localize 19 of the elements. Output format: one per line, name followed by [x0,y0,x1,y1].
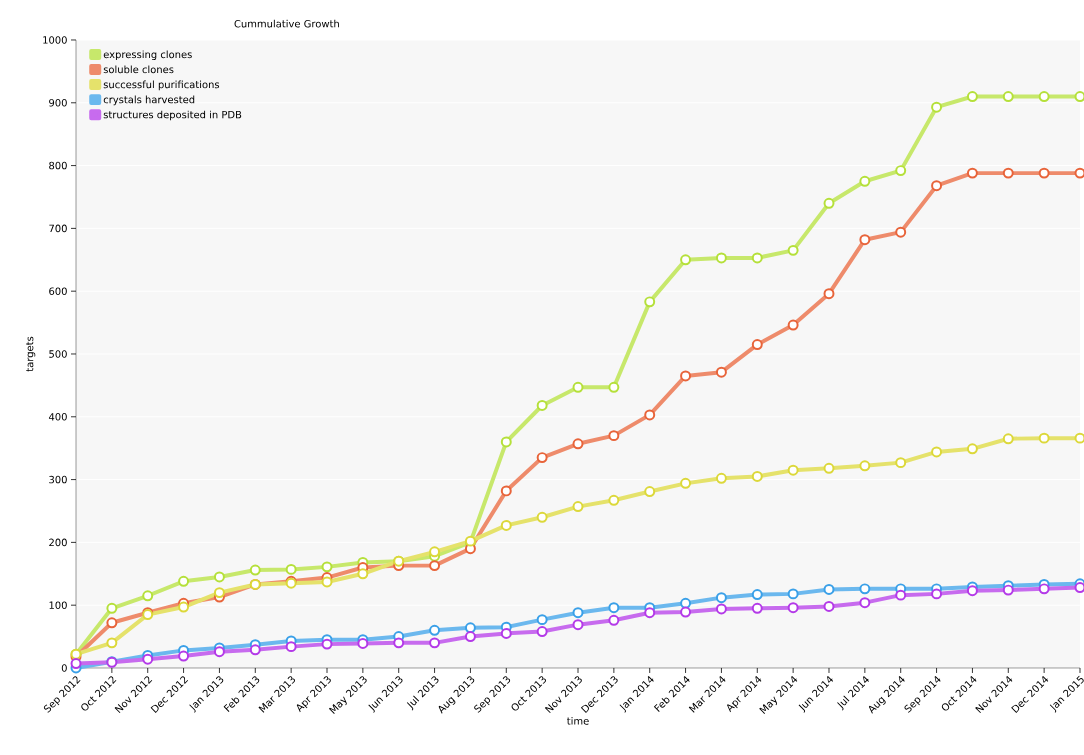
legend-label: crystals harvested [103,95,195,106]
y-tick-label: 500 [49,350,67,358]
y-tick-label: 100 [49,601,67,609]
y-tick-label: 700 [49,224,67,233]
y-tick-label: 600 [49,287,67,295]
y-tick-label: 900 [49,99,67,107]
legend-label: successful purifications [103,80,220,91]
legend-label: soluble clones [103,65,174,74]
legend-label: expressing clones [103,50,192,61]
chart-title: Cummulative Growth [234,19,339,28]
y-tick-label: 1000 [43,36,67,44]
legend-label: structures deposited in PDB [103,110,242,121]
y-tick-label: 400 [48,413,67,421]
y-axis-title: targets [26,336,36,372]
y-tick-label: 200 [49,538,67,547]
y-tick-label: 800 [49,161,67,170]
y-tick-label: 300 [49,475,67,484]
y-tick-label: 0 [61,664,67,672]
x-axis-title: time [567,717,589,725]
